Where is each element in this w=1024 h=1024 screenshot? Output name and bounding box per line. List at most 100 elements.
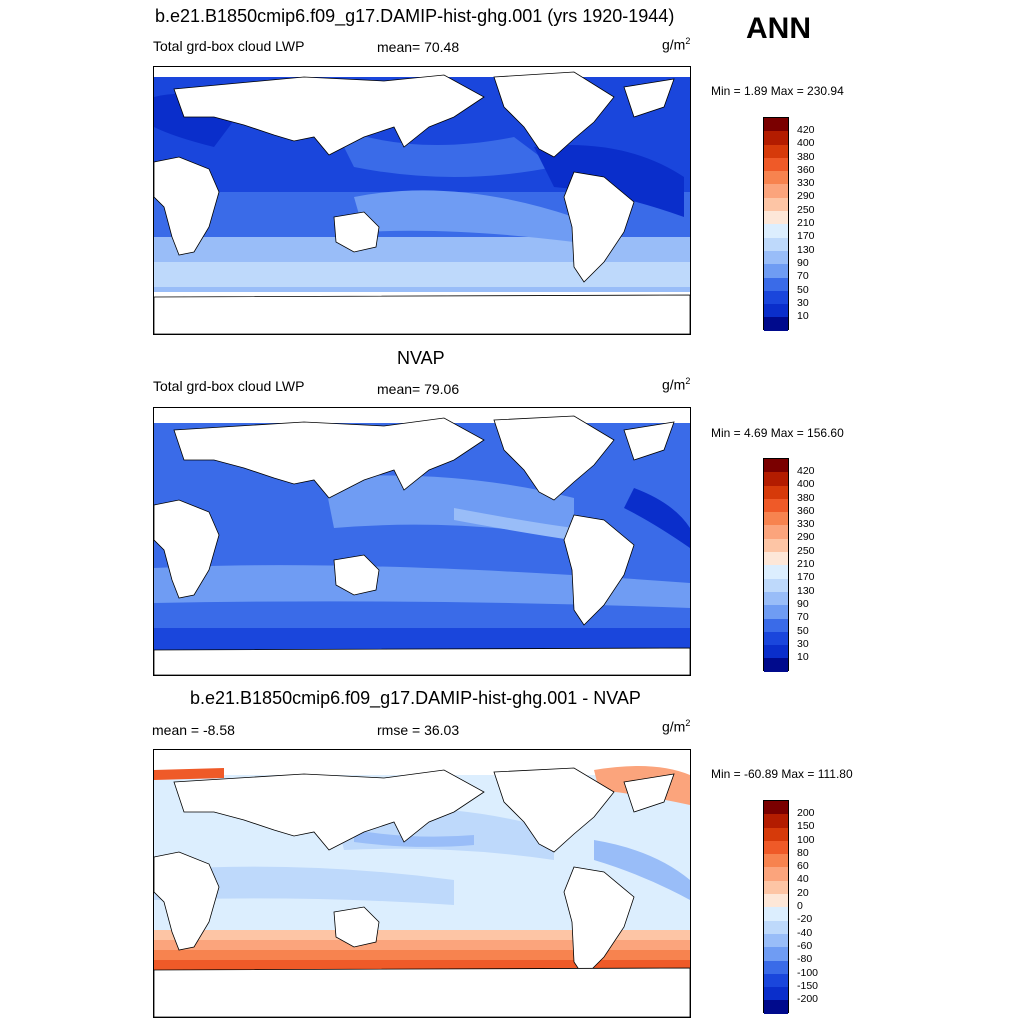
colorbar-tick-label: 10 (797, 651, 809, 664)
panel-3-colorbar (763, 800, 789, 1014)
colorbar-tick-label: 30 (797, 296, 809, 309)
colorbar-swatch (764, 618, 788, 632)
colorbar-swatch (764, 840, 788, 855)
colorbar-tick-label: 210 (797, 217, 815, 230)
panel-1-colorbar (763, 117, 789, 331)
panel-3-units: g/m2 (662, 718, 691, 735)
colorbar-swatch (764, 197, 788, 212)
colorbar-swatch (764, 854, 788, 868)
panel-3-map-field (154, 750, 690, 1017)
colorbar-tick-label: 50 (797, 283, 809, 296)
colorbar-tick-label: -150 (797, 979, 819, 992)
panel-2-variable-label: Total grd-box cloud LWP (153, 378, 305, 394)
panel-1-colorbar-labels: 420 400 380 360 330 290 250 210 170 130 … (797, 124, 815, 323)
colorbar-swatch (764, 591, 788, 606)
panel-1-minmax: Min = 1.89 Max = 230.94 (711, 84, 844, 98)
colorbar-swatch (764, 605, 788, 619)
colorbar-swatch (764, 973, 788, 988)
colorbar-tick-label: 0 (797, 900, 803, 913)
colorbar-swatch (764, 525, 788, 539)
colorbar-tick-label: 20 (797, 886, 809, 899)
panel-1-title: b.e21.B1850cmip6.f09_g17.DAMIP-hist-ghg.… (155, 6, 675, 26)
colorbar-swatch (764, 578, 788, 592)
colorbar-tick-label: -200 (797, 993, 819, 1006)
colorbar-swatch (764, 211, 788, 225)
colorbar-tick-label: 40 (797, 873, 809, 886)
colorbar-swatch (764, 920, 788, 934)
colorbar-swatch (764, 250, 788, 265)
colorbar-tick-label: 380 (797, 491, 815, 504)
colorbar-tick-label: 360 (797, 504, 815, 517)
colorbar-swatch (764, 933, 788, 948)
colorbar-swatch (764, 658, 788, 672)
colorbar-swatch (764, 157, 788, 172)
panel-2-mean-label: mean= 79.06 (377, 381, 460, 397)
colorbar-tick-label: 90 (797, 256, 809, 269)
colorbar-swatch (764, 827, 788, 841)
colorbar-tick-label: -100 (797, 966, 819, 979)
colorbar-tick-label: -60 (797, 939, 813, 952)
colorbar-tick-label: 10 (797, 310, 809, 323)
colorbar-swatch (764, 118, 788, 132)
colorbar-tick-label: -20 (797, 913, 813, 926)
panel-3-rmse-label: rmse = 36.03 (377, 722, 460, 738)
panel-1-variable-label: Total grd-box cloud LWP (153, 38, 305, 54)
colorbar-tick-label: 290 (797, 531, 815, 544)
colorbar-tick-label: 80 (797, 846, 809, 859)
colorbar-tick-label: 130 (797, 243, 815, 256)
colorbar-swatch (764, 264, 788, 278)
colorbar-swatch (764, 631, 788, 646)
panel-1-map-field (154, 67, 690, 334)
colorbar-swatch (764, 304, 788, 318)
panel-2-map (153, 407, 691, 676)
panel-3-map (153, 749, 691, 1018)
colorbar-swatch (764, 131, 788, 145)
colorbar-tick-label: 400 (797, 478, 815, 491)
colorbar-swatch (764, 947, 788, 961)
colorbar-swatch (764, 552, 788, 566)
panel-2-units: g/m2 (662, 376, 691, 393)
colorbar-swatch (764, 472, 788, 486)
colorbar-tick-label: 290 (797, 190, 815, 203)
colorbar-tick-label: 60 (797, 860, 809, 873)
colorbar-tick-label: 200 (797, 807, 815, 819)
panel-3-colorbar-labels: 200 150 100 80 60 40 20 0 -20 -40 -60 -8… (797, 807, 818, 1006)
colorbar-tick-label: -40 (797, 926, 813, 939)
colorbar-swatch (764, 184, 788, 198)
colorbar-swatch (764, 485, 788, 499)
colorbar-tick-label: -80 (797, 953, 813, 966)
colorbar-swatch (764, 237, 788, 251)
colorbar-swatch (764, 814, 788, 828)
colorbar-tick-label: 210 (797, 558, 815, 571)
panel-2-title: NVAP (397, 348, 445, 368)
colorbar-swatch (764, 960, 788, 974)
panel-2-map-field (154, 408, 690, 675)
colorbar-swatch (764, 1000, 788, 1014)
panel-3-minmax: Min = -60.89 Max = 111.80 (711, 767, 853, 781)
colorbar-tick-label: 70 (797, 611, 809, 624)
colorbar-swatch (764, 538, 788, 553)
colorbar-tick-label: 250 (797, 203, 815, 216)
colorbar-tick-label: 330 (797, 177, 815, 190)
panel-2-minmax: Min = 4.69 Max = 156.60 (711, 426, 844, 440)
colorbar-swatch (764, 290, 788, 305)
colorbar-swatch (764, 459, 788, 473)
panel-3-title: b.e21.B1850cmip6.f09_g17.DAMIP-hist-ghg.… (190, 688, 641, 708)
colorbar-tick-label: 380 (797, 150, 815, 163)
colorbar-swatch (764, 867, 788, 881)
colorbar-swatch (764, 907, 788, 921)
panel-2-colorbar (763, 458, 789, 672)
colorbar-swatch (764, 317, 788, 331)
colorbar-swatch (764, 987, 788, 1001)
colorbar-tick-label: 170 (797, 571, 815, 584)
colorbar-swatch (764, 880, 788, 895)
colorbar-swatch (764, 512, 788, 526)
panel-3-mean-label: mean = -8.58 (152, 722, 235, 738)
colorbar-swatch (764, 565, 788, 579)
colorbar-tick-label: 170 (797, 230, 815, 243)
colorbar-tick-label: 360 (797, 163, 815, 176)
colorbar-tick-label: 150 (797, 820, 815, 833)
panel-1-map (153, 66, 691, 335)
colorbar-tick-label: 100 (797, 833, 815, 846)
colorbar-tick-label: 50 (797, 624, 809, 637)
